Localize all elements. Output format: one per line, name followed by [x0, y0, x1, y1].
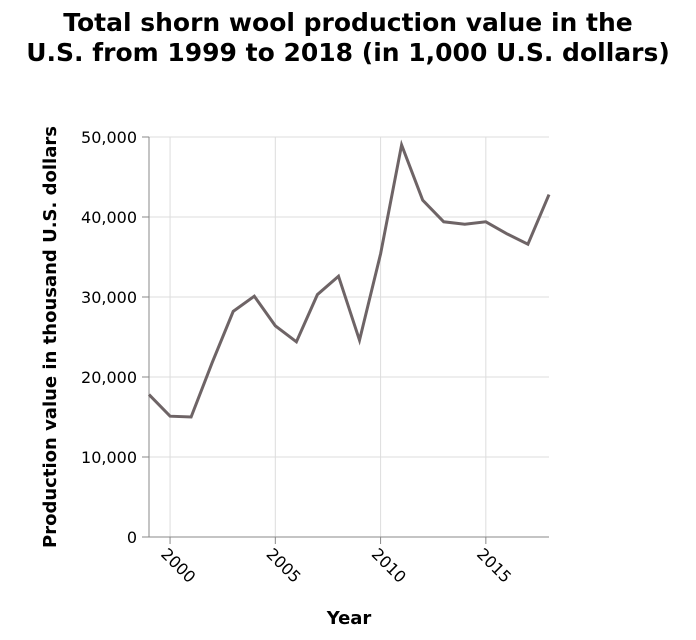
x-axis-title: Year [326, 608, 372, 629]
y-tick-label: 50,000 [81, 128, 137, 147]
x-tick-label: 2000 [157, 544, 199, 586]
chart-title-line-2: U.S. from 1999 to 2018 (in 1,000 U.S. do… [26, 38, 670, 67]
series-group [147, 139, 551, 419]
chart-title-line-1: Total shorn wool production value in the [63, 8, 632, 37]
gridlines [149, 136, 549, 538]
x-tick-label: 2005 [262, 544, 304, 586]
y-axis-ticks: 0 10,000 20,000 30,000 40,000 50,000 [81, 128, 149, 547]
axes [148, 137, 549, 538]
y-axis-title: Production value in thousand U.S. dollar… [40, 126, 61, 548]
series-line [147, 139, 551, 419]
x-tick-label: 2015 [473, 544, 515, 586]
x-axis-ticks: 2000 2005 2010 2015 [157, 537, 515, 587]
y-tick-label: 30,000 [81, 288, 137, 307]
y-tick-label: 0 [127, 528, 137, 547]
y-tick-label: 20,000 [81, 368, 137, 387]
y-tick-label: 40,000 [81, 208, 137, 227]
x-tick-label: 2010 [368, 544, 410, 586]
y-tick-label: 10,000 [81, 448, 137, 467]
